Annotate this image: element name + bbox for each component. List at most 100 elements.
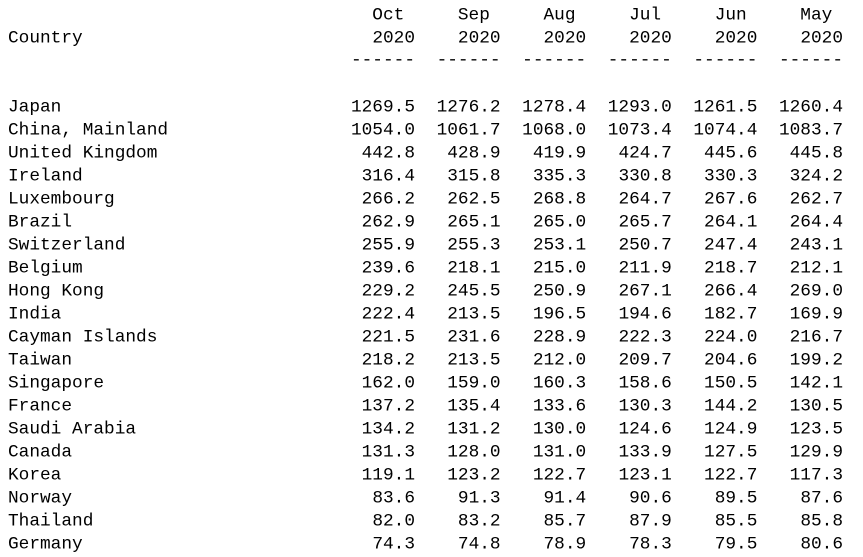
cell-value: 122.7	[533, 466, 586, 486]
cell-value: 212.1	[790, 259, 843, 279]
header-month: May	[800, 6, 832, 26]
cell-value: 162.0	[362, 374, 415, 394]
cell-value: 130.0	[533, 420, 586, 440]
country-name: Saudi Arabia	[8, 420, 136, 440]
cell-value: 1083.7	[779, 121, 843, 141]
cell-value: 228.9	[533, 328, 586, 348]
cell-value: 133.6	[533, 397, 586, 417]
cell-value: 119.1	[362, 466, 415, 486]
country-name: Brazil	[8, 213, 72, 233]
cell-value: 262.7	[790, 190, 843, 210]
cell-value: 1276.2	[437, 98, 501, 118]
cell-value: 264.7	[618, 190, 671, 210]
cell-value: 131.3	[362, 443, 415, 463]
country-name: United Kingdom	[8, 144, 157, 164]
header-country: Country	[8, 29, 83, 49]
cell-value: 137.2	[362, 397, 415, 417]
header-year: 2020	[458, 29, 501, 49]
cell-value: 196.5	[533, 305, 586, 325]
header-year: 2020	[629, 29, 672, 49]
cell-value: 82.0	[372, 512, 415, 532]
cell-value: 424.7	[618, 144, 671, 164]
cell-value: 85.7	[544, 512, 587, 532]
cell-value: 130.5	[790, 397, 843, 417]
cell-value: 91.3	[458, 489, 501, 509]
cell-value: 324.2	[790, 167, 843, 187]
cell-value: 1061.7	[437, 121, 501, 141]
cell-value: 262.5	[447, 190, 500, 210]
header-rule: ------	[779, 51, 843, 71]
cell-value: 89.5	[715, 489, 758, 509]
country-name: Thailand	[8, 512, 93, 532]
cell-value: 215.0	[533, 259, 586, 279]
cell-value: 222.3	[618, 328, 671, 348]
cell-value: 267.1	[618, 282, 671, 302]
country-name: China, Mainland	[8, 121, 168, 141]
cell-value: 160.3	[533, 374, 586, 394]
country-name: India	[8, 305, 62, 325]
country-name: Hong Kong	[8, 282, 104, 302]
cell-value: 122.7	[704, 466, 757, 486]
cell-value: 243.1	[790, 236, 843, 256]
cell-value: 209.7	[618, 351, 671, 371]
cell-value: 245.5	[447, 282, 500, 302]
header-month: Oct	[372, 6, 404, 26]
cell-value: 123.2	[447, 466, 500, 486]
cell-value: 158.6	[618, 374, 671, 394]
cell-value: 83.6	[372, 489, 415, 509]
cell-value: 222.4	[362, 305, 415, 325]
cell-value: 124.9	[704, 420, 757, 440]
header-month: Sep	[458, 6, 490, 26]
cell-value: 1054.0	[351, 121, 415, 141]
cell-value: 262.9	[362, 213, 415, 233]
cell-value: 133.9	[618, 443, 671, 463]
cell-value: 134.2	[362, 420, 415, 440]
country-name: Switzerland	[8, 236, 125, 256]
cell-value: 239.6	[362, 259, 415, 279]
cell-value: 224.0	[704, 328, 757, 348]
cell-value: 229.2	[362, 282, 415, 302]
cell-value: 1261.5	[693, 98, 757, 118]
country-name: Singapore	[8, 374, 104, 394]
cell-value: 124.6	[618, 420, 671, 440]
header-rule: ------	[693, 51, 757, 71]
cell-value: 150.5	[704, 374, 757, 394]
cell-value: 445.8	[790, 144, 843, 164]
cell-value: 265.1	[447, 213, 500, 233]
cell-value: 144.2	[704, 397, 757, 417]
cell-value: 330.3	[704, 167, 757, 187]
header-year: 2020	[715, 29, 758, 49]
cell-value: 255.9	[362, 236, 415, 256]
cell-value: 83.2	[458, 512, 501, 532]
country-name: Canada	[8, 443, 72, 463]
cell-value: 419.9	[533, 144, 586, 164]
cell-value: 123.1	[618, 466, 671, 486]
country-name: Taiwan	[8, 351, 72, 371]
cell-value: 269.0	[790, 282, 843, 302]
header-year: 2020	[372, 29, 415, 49]
cell-value: 211.9	[618, 259, 671, 279]
cell-value: 265.7	[618, 213, 671, 233]
cell-value: 250.7	[618, 236, 671, 256]
cell-value: 87.6	[800, 489, 843, 509]
cell-value: 78.3	[629, 535, 672, 555]
cell-value: 1269.5	[351, 98, 415, 118]
header-month: Aug	[544, 6, 576, 26]
cell-value: 265.0	[533, 213, 586, 233]
cell-value: 218.7	[704, 259, 757, 279]
country-name: Japan	[8, 98, 61, 118]
cell-value: 266.4	[704, 282, 757, 302]
header-year: 2020	[544, 29, 587, 49]
cell-value: 131.0	[533, 443, 586, 463]
cell-value: 85.8	[800, 512, 843, 532]
cell-value: 330.8	[618, 167, 671, 187]
cell-value: 128.0	[447, 443, 500, 463]
cell-value: 1074.4	[693, 121, 757, 141]
header-rule: ------	[522, 51, 586, 71]
cell-value: 268.8	[533, 190, 586, 210]
cell-value: 231.6	[447, 328, 500, 348]
cell-value: 80.6	[800, 535, 843, 555]
cell-value: 182.7	[704, 305, 757, 325]
country-name: Ireland	[8, 167, 83, 187]
cell-value: 1260.4	[779, 98, 843, 118]
